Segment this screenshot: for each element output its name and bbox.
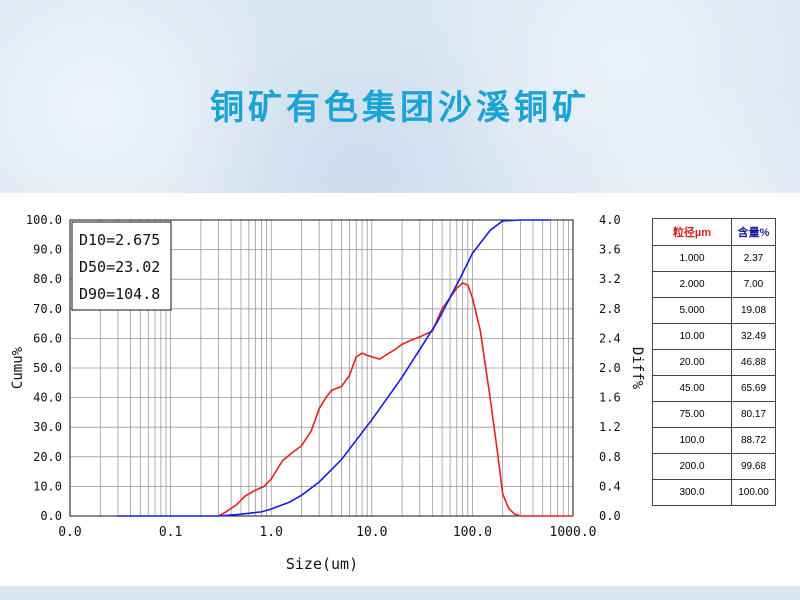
table-row: 200.0 99.68 — [652, 453, 776, 480]
cell-size: 5.000 — [652, 297, 732, 324]
y-right-tick-label: 1.6 — [599, 391, 621, 405]
x-tick-label: 1.0 — [259, 525, 282, 540]
cell-size: 200.0 — [652, 453, 732, 480]
x-tick-label: 10.0 — [356, 525, 387, 540]
table-row: 2.000 7.00 — [652, 271, 776, 298]
y-right-tick-labels: 0.0 0.4 0.8 1.2 1.6 2.0 2.4 2.8 3.2 3.6 4.0 — [599, 213, 621, 523]
cell-size: 75.00 — [652, 401, 732, 428]
y-left-tick-label: 100.0 — [26, 213, 62, 227]
x-tick-label: 0.0 — [58, 525, 81, 540]
cell-size: 10.00 — [652, 323, 732, 350]
size-content-table-wrap: 粒径µm 含量% 1.000 2.37 2.000 7.00 5.000 19.08 10.… — [652, 218, 776, 506]
slide-title: 铜矿有色集团沙溪铜矿 — [210, 88, 590, 128]
y-right-tick-label: 2.8 — [599, 302, 621, 316]
y-right-tick-label: 3.6 — [599, 243, 621, 257]
cell-content: 32.49 — [731, 323, 776, 350]
stat-d10: D10=2.675 — [79, 231, 160, 249]
y-left-tick-label: 80.0 — [33, 272, 62, 286]
y-left-tick-label: 10.0 — [33, 479, 62, 493]
cell-size: 1.000 — [652, 245, 732, 272]
y-left-tick-label: 90.0 — [33, 243, 62, 257]
cell-size: 2.000 — [652, 271, 732, 298]
y-left-axis-label: Cumu% — [10, 346, 26, 389]
cell-content: 99.68 — [731, 453, 776, 480]
y-left-tick-label: 0.0 — [40, 509, 62, 523]
y-right-axis-label: Diff% — [629, 347, 645, 390]
y-right-tick-label: 0.4 — [599, 479, 621, 493]
header-size: 粒径µm — [652, 218, 732, 246]
y-right-tick-label: 0.0 — [599, 509, 621, 523]
stats-box — [71, 221, 172, 311]
y-left-tick-label: 20.0 — [33, 450, 62, 464]
x-tick-labels: 0.0 0.1 1.0 10.0 100.0 1000.0 — [58, 525, 596, 540]
y-right-tick-label: 3.2 — [599, 272, 621, 286]
table-row: 1.000 2.37 — [652, 245, 776, 272]
cell-content: 7.00 — [731, 271, 776, 298]
x-axis-label: Size(um) — [286, 555, 358, 573]
table-row: 20.00 46.88 — [652, 349, 776, 376]
cell-size: 300.0 — [652, 479, 732, 506]
table-row: 75.00 80.17 — [652, 401, 776, 428]
plot-frame — [69, 219, 574, 517]
cell-size: 100.0 — [652, 427, 732, 454]
cell-content: 100.00 — [731, 479, 776, 506]
cell-size: 20.00 — [652, 349, 732, 376]
y-right-tick-label: 0.8 — [599, 450, 621, 464]
differential-curve — [218, 281, 573, 517]
cell-size: 45.00 — [652, 375, 732, 402]
y-right-tick-label: 2.4 — [599, 331, 621, 345]
y-left-tick-label: 70.0 — [33, 302, 62, 316]
cell-content: 80.17 — [731, 401, 776, 428]
cell-content: 88.72 — [731, 427, 776, 454]
table-row: 10.00 32.49 — [652, 323, 776, 350]
x-tick-label: 1000.0 — [550, 525, 597, 540]
y-right-tick-label: 2.0 — [599, 361, 621, 375]
x-tick-label: 100.0 — [453, 525, 492, 540]
table-row: 5.000 19.08 — [652, 297, 776, 324]
table-row: 45.00 65.69 — [652, 375, 776, 402]
table-row: 300.0 100.00 — [652, 479, 776, 506]
stat-d90: D90=104.8 — [79, 285, 160, 303]
y-right-tick-label: 4.0 — [599, 213, 621, 227]
psd-chart: 0.0 0.1 1.0 10.0 100.0 1000.0 0.0 10.0 20.0 30.0… — [10, 213, 645, 573]
x-tick-label: 0.1 — [159, 525, 182, 540]
y-left-tick-label: 30.0 — [33, 420, 62, 434]
y-left-tick-labels: 0.0 10.0 20.0 30.0 40.0 50.0 60.0 70.0 80.0 90.0 1… — [26, 213, 62, 523]
y-right-tick-label: 1.2 — [599, 420, 621, 434]
header-content: 含量% — [731, 218, 776, 246]
cell-content: 65.69 — [731, 375, 776, 402]
cell-content: 46.88 — [731, 349, 776, 376]
table-row: 100.0 88.72 — [652, 427, 776, 454]
y-left-tick-label: 40.0 — [33, 391, 62, 405]
y-left-tick-label: 50.0 — [33, 361, 62, 375]
cell-content: 19.08 — [731, 297, 776, 324]
cell-content: 2.37 — [731, 245, 776, 272]
cumulative-curve — [118, 219, 551, 517]
y-left-tick-label: 60.0 — [33, 331, 62, 345]
stat-d50: D50=23.02 — [79, 258, 160, 276]
size-content-table: 粒径µm 含量% 1.000 2.37 2.000 7.00 5.000 19.08 10.… — [652, 218, 776, 506]
